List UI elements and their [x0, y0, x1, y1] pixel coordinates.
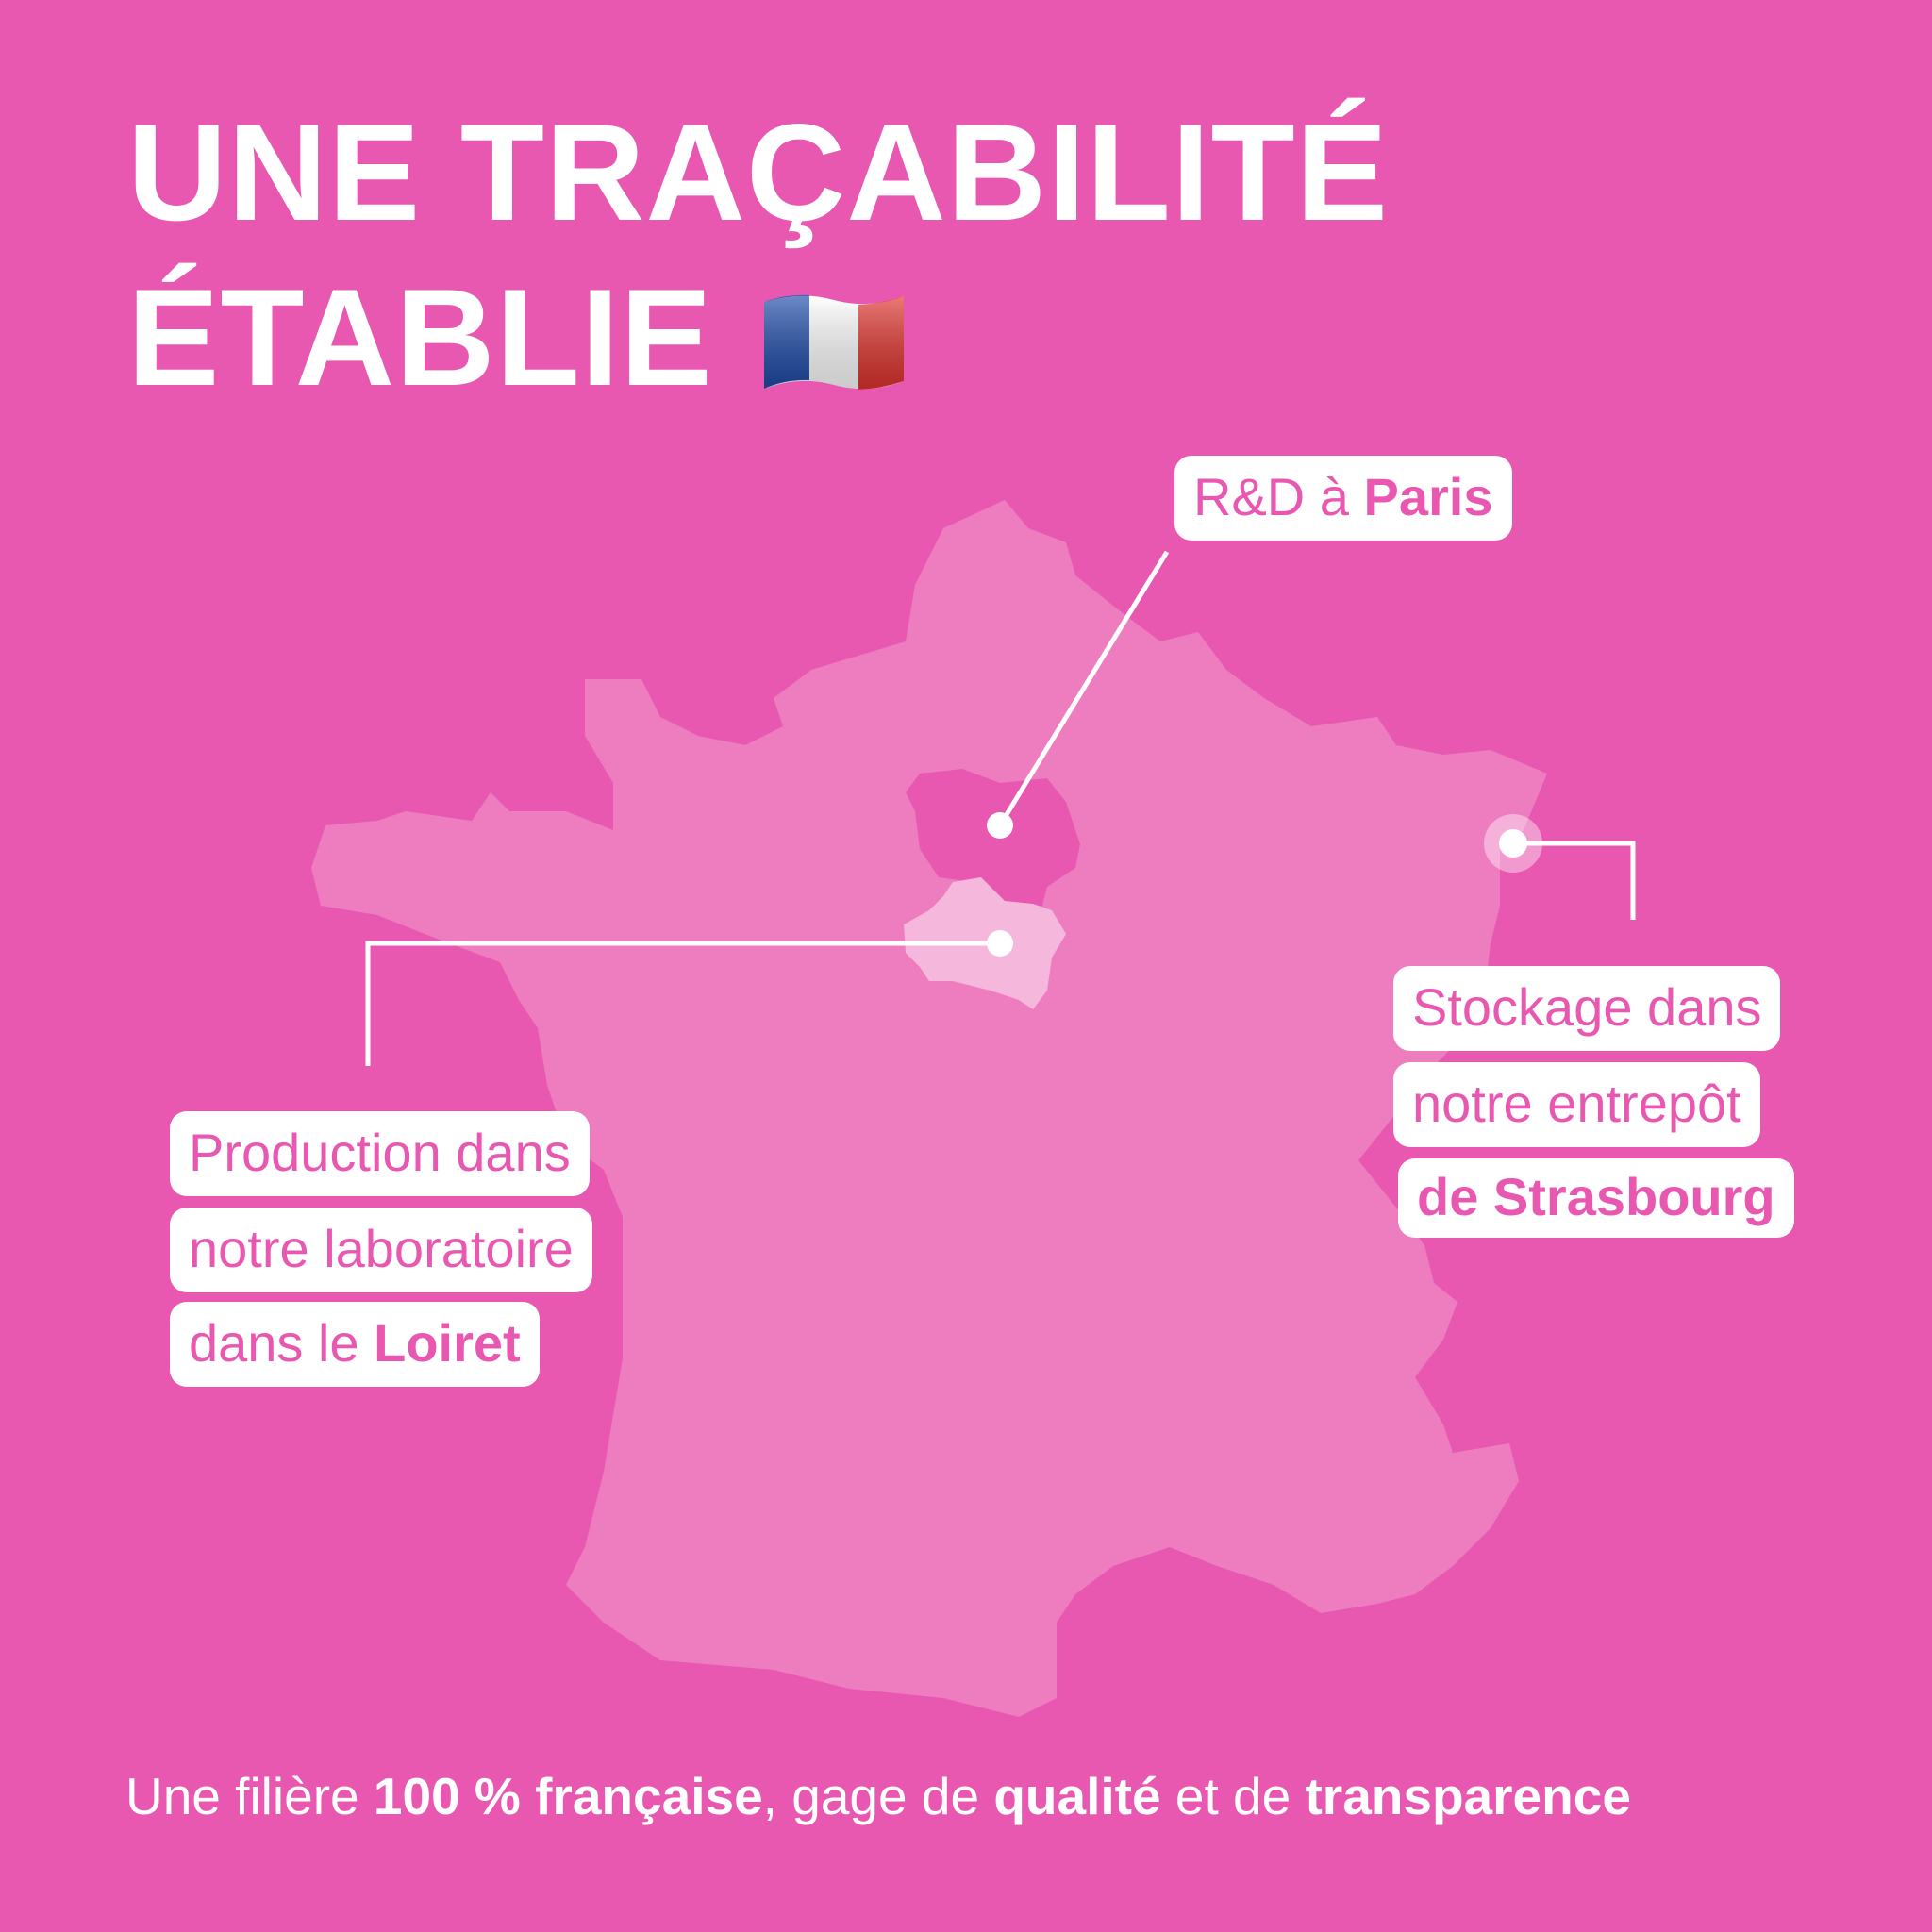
production-label-text: dans le [189, 1313, 375, 1373]
production-label-bold: Loiret [374, 1313, 521, 1373]
storage-label-bold: de Strasbourg [1417, 1167, 1775, 1226]
production-label-line-3: dans le Loiret [170, 1302, 540, 1387]
storage-label-line-3: de Strasbourg [1398, 1158, 1794, 1238]
footer-bold: transparence [1305, 1767, 1631, 1825]
paris-label: R&D à Paris [1174, 456, 1512, 541]
loiret-connector [365, 941, 1000, 1066]
paris-label-bold: Paris [1363, 467, 1493, 526]
france-silhouette [311, 500, 1547, 1717]
strasbourg-marker [1499, 829, 1527, 858]
production-label-line-1: Production dans [170, 1111, 590, 1196]
france-flag-icon [764, 294, 904, 390]
loiret-marker [987, 930, 1013, 957]
footer-tagline: Une filière 100 % française, gage de qua… [125, 1766, 1631, 1826]
paris-label-text: R&D à [1193, 467, 1364, 526]
footer-text: Une filière [125, 1767, 374, 1825]
strasbourg-connector [1513, 841, 1636, 920]
storage-label-line-1: Stockage dans [1393, 966, 1781, 1051]
footer-text: et de [1160, 1767, 1306, 1825]
title-line-2: ÉTABLIE [127, 260, 713, 414]
footer-bold: qualité [993, 1767, 1161, 1825]
paris-connector [997, 550, 1170, 827]
footer-text: , gage de [762, 1767, 994, 1825]
paris-region [906, 769, 1080, 910]
production-label-line-2: notre laboratoire [170, 1208, 592, 1292]
storage-label-line-2: notre entrepôt [1393, 1062, 1760, 1147]
footer-bold: 100 % française [373, 1767, 763, 1825]
paris-marker [987, 812, 1013, 839]
title-line-1: UNE TRAÇABILITÉ [127, 95, 1390, 249]
